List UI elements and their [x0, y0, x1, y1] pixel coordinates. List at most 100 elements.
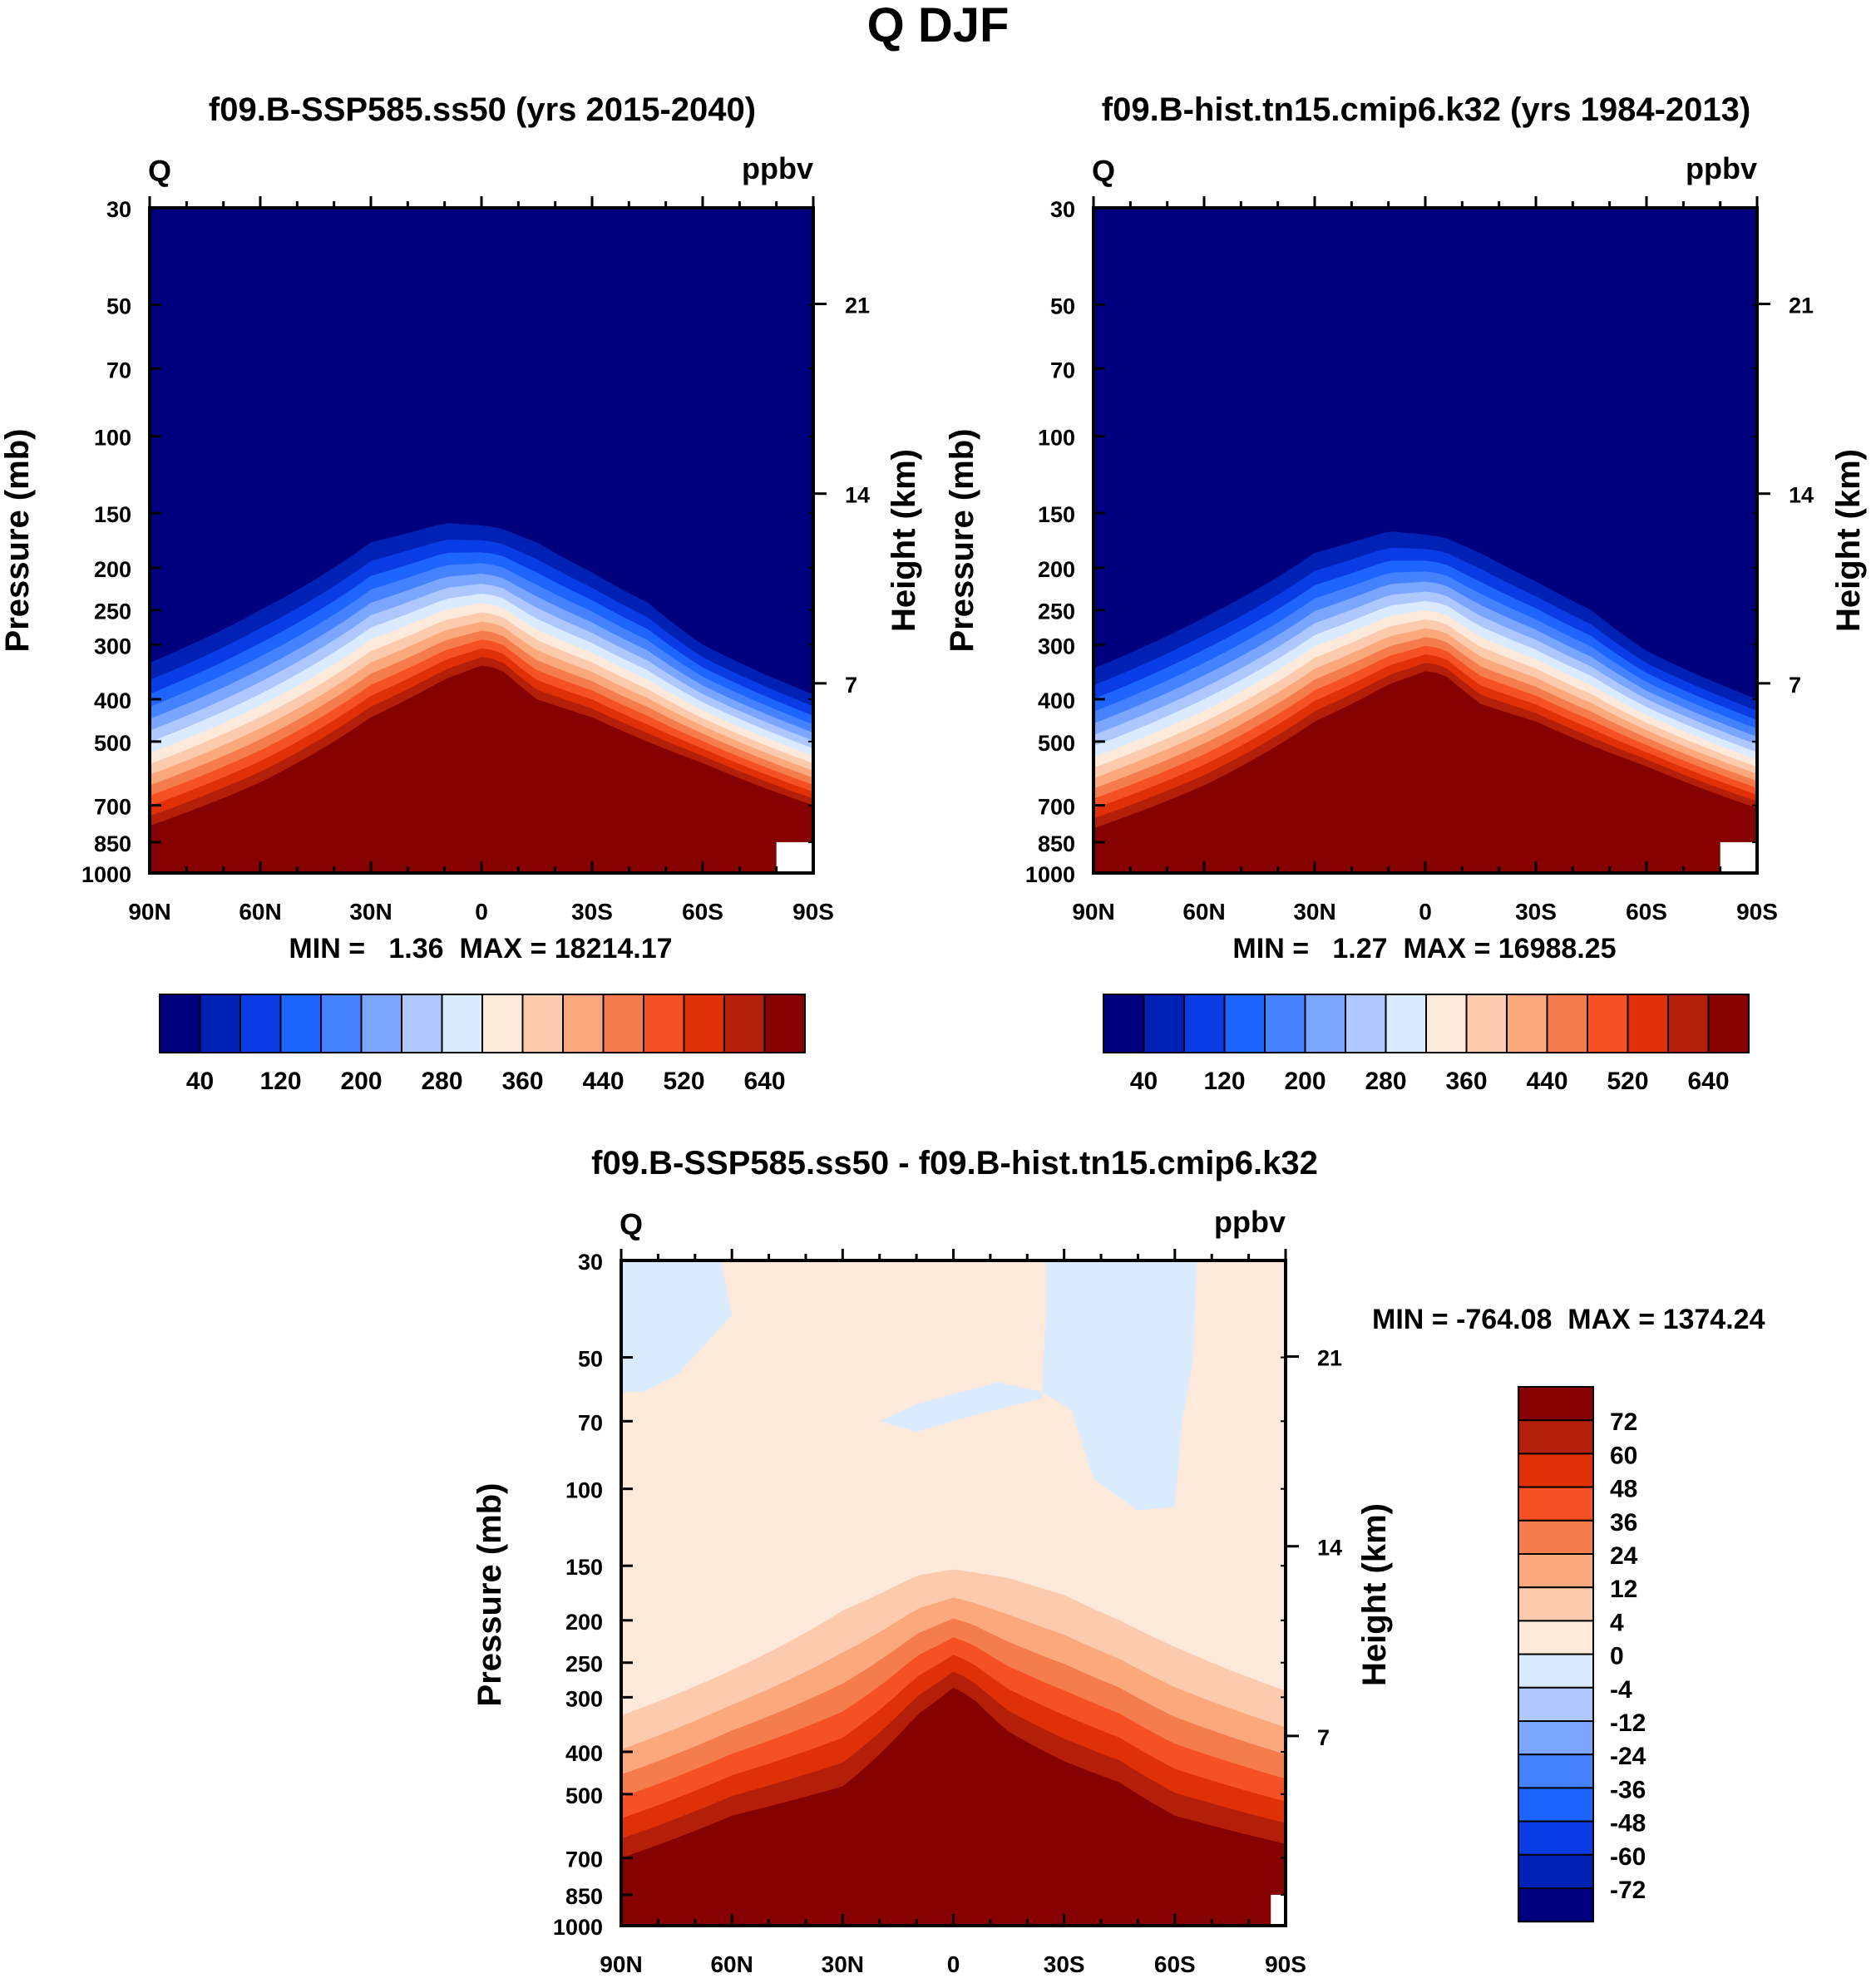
- panel-left-colorbar-box: [159, 994, 201, 1053]
- panel-right-colorbar-box: [1264, 994, 1306, 1053]
- panel-diff-y2-label: Height (km): [1356, 1503, 1393, 1686]
- panel-right-ytick-label: 500: [1038, 731, 1075, 756]
- panel-left-ytick-label: 50: [106, 294, 131, 319]
- panel-right-xtick-label: 90N: [1072, 899, 1114, 925]
- panel-left-y2tick-label: 21: [845, 294, 870, 318]
- panel-right-ytick-label: 400: [1038, 688, 1075, 713]
- panel-right-colorbar-box: [1587, 994, 1629, 1053]
- panel-left-ytick-label: 500: [94, 731, 131, 756]
- panel-left-ytick-label: 400: [94, 688, 131, 713]
- panel-left-y-label: Pressure (mb): [0, 429, 36, 653]
- panel-left-colorbar-box: [360, 994, 402, 1053]
- panel-diff-missing-data-region: [1271, 1894, 1286, 1926]
- panel-diff-units-label: ppbv: [1214, 1205, 1286, 1239]
- panel-left-xtick-label: 30N: [349, 899, 392, 925]
- panel-diff-ytick-label: 30: [578, 1250, 603, 1275]
- panel-diff-var-label: Q: [620, 1207, 643, 1241]
- panel-diff-colorbar-label: -12: [1610, 1709, 1646, 1737]
- panel-right-colorbar-label: 200: [1284, 1068, 1326, 1095]
- panel-right-colorbar-box: [1667, 994, 1710, 1053]
- panel-diff-colorbar-label: -24: [1610, 1743, 1646, 1770]
- panel-diff-colorbar-box: [1518, 1519, 1594, 1556]
- panel-right-colorbar: 40 120 200 280 360 440 520 640: [1103, 994, 1750, 1095]
- panel-diff-xtick-label: 90N: [600, 1951, 642, 1977]
- panel-diff-xtick-label: 60N: [710, 1951, 753, 1977]
- panel-diff-colorbar-box: [1518, 1686, 1594, 1723]
- panel-diff-colorbar-box: [1518, 1586, 1594, 1622]
- panel-diff-colorbar-box: [1518, 1486, 1594, 1522]
- panel-right-colorbar-box: [1345, 994, 1387, 1053]
- panel-right-colorbar-box: [1385, 994, 1427, 1053]
- panel-diff-xtick-label: 60S: [1154, 1951, 1196, 1977]
- panel-left-units-label: ppbv: [742, 151, 813, 185]
- panel-diff-colorbar-box: [1518, 1787, 1594, 1823]
- panel-right-xtick-label: 90S: [1736, 899, 1778, 925]
- panel-right-xtick-label: 0: [1419, 899, 1432, 925]
- panel-left-var-label: Q: [148, 154, 171, 188]
- panel-diff-negative-region-south: [879, 1260, 1197, 1511]
- panel-right-colorbar-box: [1546, 994, 1588, 1053]
- panel-right-y2tick-label: 7: [1789, 673, 1801, 698]
- panel-diff-colorbar-label: 60: [1610, 1442, 1637, 1469]
- panel-left-xtick-label: 0: [475, 899, 488, 925]
- panel-diff-xtick-label: 0: [947, 1951, 960, 1977]
- panel-left-xtick-label: 60S: [682, 899, 723, 925]
- panel-right-colorbar-label: 360: [1445, 1068, 1487, 1095]
- panel-right-ytick-label: 100: [1038, 426, 1075, 451]
- panel-right-colorbar-box: [1304, 994, 1346, 1053]
- panel-left-minmax: MIN = 1.36 MAX = 18214.17: [289, 933, 672, 964]
- panel-right-colorbar-label: 40: [1130, 1068, 1158, 1095]
- panel-right-colorbar-label: 280: [1365, 1068, 1406, 1095]
- panel-left-y2tick-label: 7: [845, 673, 857, 698]
- panel-right-ytick-label: 250: [1038, 599, 1075, 624]
- panel-left-title: f09.B-SSP585.ss50 (yrs 2015-2040): [209, 91, 756, 128]
- panel-right-band-level-15: [1094, 671, 1757, 873]
- panel-left-colorbar-box: [320, 994, 363, 1053]
- panel-left-colorbar-label: 440: [582, 1068, 624, 1095]
- panel-left-ytick-label: 70: [106, 358, 131, 382]
- panel-left-xtick-label: 90S: [792, 899, 834, 925]
- panel-right-colorbar-box: [1223, 994, 1266, 1053]
- panel-left-colorbar-label: 40: [186, 1068, 214, 1095]
- panel-diff-ytick-label: 70: [578, 1410, 603, 1435]
- panel-right-ytick-label: 70: [1050, 358, 1075, 382]
- panel-diff-colorbar-box: [1518, 1820, 1594, 1856]
- panel-left-colorbar-box: [239, 994, 282, 1053]
- panel-left-ytick-label: 300: [94, 634, 131, 659]
- panel-left-colorbar-box: [723, 994, 766, 1053]
- panel-left-ytick-label: 700: [94, 795, 131, 820]
- panel-right-y-label: Pressure (mb): [944, 429, 980, 653]
- panel-diff-colorbar-label: 4: [1610, 1609, 1624, 1636]
- panel-diff-axes: 3050701001502002503004005007008501000211…: [553, 1249, 1342, 1977]
- panel-diff-minmax: MIN = -764.08 MAX = 1374.24: [1372, 1304, 1765, 1335]
- panel-right-colorbar-box: [1506, 994, 1548, 1053]
- panel-diff-band-72: [621, 1687, 1286, 1926]
- panel-left-band-level-15: [150, 665, 813, 873]
- panel-diff-colorbar-box: [1518, 1653, 1594, 1689]
- panel-left-colorbar-box: [441, 994, 483, 1053]
- panel-left-colorbar-box: [683, 994, 725, 1053]
- panel-right-colorbar-box: [1465, 994, 1508, 1053]
- panel-diff-y2tick-label: 21: [1317, 1346, 1342, 1371]
- panel-right-colorbar-label: 440: [1526, 1068, 1567, 1095]
- panel-right-xtick-label: 60S: [1626, 899, 1667, 925]
- panel-right-contour-field: [1094, 208, 1757, 873]
- panel-diff-ytick-label: 100: [565, 1478, 603, 1503]
- panel-diff: f09.B-SSP585.ss50 - f09.B-hist.tn15.cmip…: [471, 1145, 1765, 1977]
- panel-left-xtick-label: 90N: [128, 899, 170, 925]
- panel-right-colorbar-box: [1425, 994, 1468, 1053]
- panel-right-colorbar-box: [1143, 994, 1185, 1053]
- panel-left-colorbar-box: [401, 994, 443, 1053]
- panel-left-colorbar-box: [199, 994, 241, 1053]
- panel-right-title: f09.B-hist.tn15.cmip6.k32 (yrs 1984-2013…: [1102, 91, 1750, 128]
- panel-diff-colorbar-label: 72: [1610, 1408, 1637, 1436]
- panel-left-axes: 3050701001502002503004005007008501000211…: [81, 196, 870, 925]
- panel-diff-ytick-label: 500: [565, 1783, 603, 1808]
- panel-right-units-label: ppbv: [1686, 151, 1757, 185]
- figure-title: Q DJF: [867, 0, 1010, 52]
- panel-diff-y2tick-label: 14: [1317, 1536, 1342, 1561]
- panel-diff-xtick-label: 30S: [1044, 1951, 1085, 1977]
- panel-left-y2-label: Height (km): [886, 449, 922, 632]
- panel-diff-colorbar-label: -72: [1610, 1877, 1646, 1904]
- panel-diff-contour-field: [621, 1260, 1286, 1926]
